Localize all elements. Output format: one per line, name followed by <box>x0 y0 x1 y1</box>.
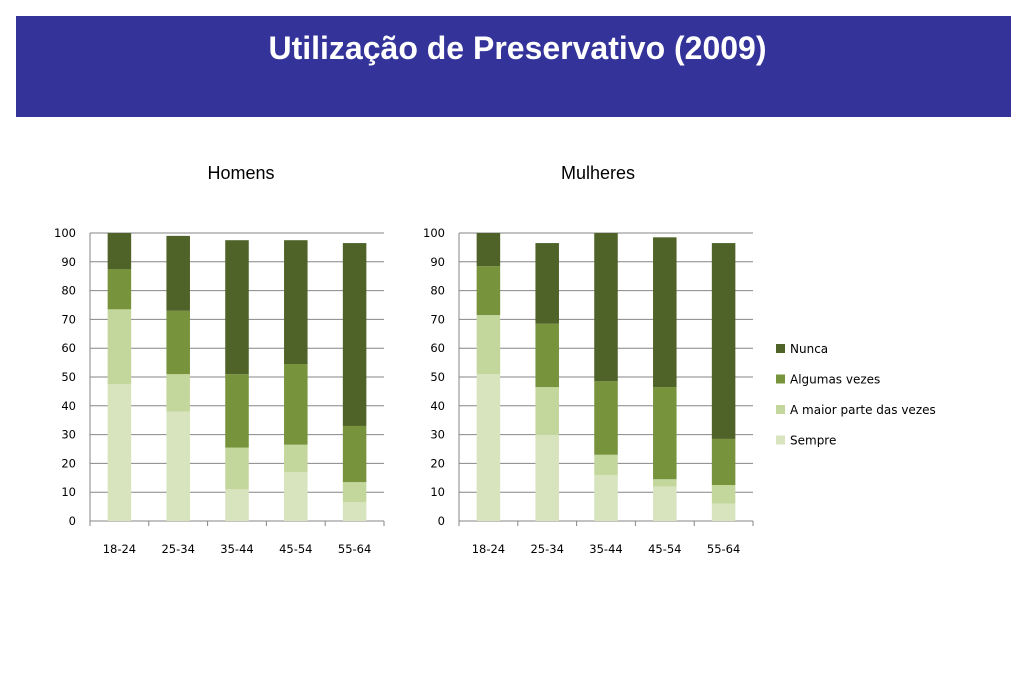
chart-title-mulheres: Mulheres <box>560 163 636 183</box>
bar-homens-18-24-a-maior-parte-das-vezes <box>107 309 132 385</box>
bar-homens-25-34-nunca <box>166 235 190 311</box>
bar-mulheres-35-44-algumas-vezes <box>594 381 618 455</box>
bar-homens-45-54-algumas-vezes <box>284 364 308 445</box>
bar-mulheres-35-44-sempre <box>594 474 618 521</box>
x-tick-label-homens-25-34: 25-34 <box>161 542 194 556</box>
bar-homens-55-64-sempre <box>342 502 367 521</box>
bar-homens-18-24-nunca <box>107 233 132 269</box>
legend-swatch-algumas-vezes <box>776 374 785 384</box>
legend-swatch-sempre <box>776 435 785 445</box>
y-tick-label-mulheres-20: 20 <box>430 456 445 470</box>
legend-label-a-maior-parte-das-vezes: A maior parte das vezes <box>790 403 936 417</box>
bar-homens-45-54-sempre <box>284 472 308 521</box>
y-tick-label-homens-40: 40 <box>61 399 76 413</box>
y-tick-label-homens-70: 70 <box>61 312 76 326</box>
legend-swatch-a-maior-parte-das-vezes <box>776 405 785 414</box>
y-tick-label-mulheres-0: 0 <box>438 514 445 528</box>
bar-homens-45-54-nunca <box>284 240 308 365</box>
bar-homens-35-44-nunca <box>225 240 249 375</box>
y-tick-label-homens-30: 30 <box>61 428 76 442</box>
slide-title: Utilização de Preservativo (2009) <box>268 30 767 66</box>
bar-mulheres-45-54-a-maior-parte-das-vezes <box>653 479 677 487</box>
x-tick-label-homens-18-24: 18-24 <box>103 542 136 556</box>
title-banner: Utilização de Preservativo (2009) <box>16 16 1011 117</box>
bar-mulheres-55-64-algumas-vezes <box>711 438 736 485</box>
y-tick-label-mulheres-60: 60 <box>430 341 445 355</box>
legend-label-algumas-vezes: Algumas vezes <box>790 373 880 387</box>
x-tick-label-homens-45-54: 45-54 <box>279 542 312 556</box>
bar-mulheres-25-34-sempre <box>535 434 559 521</box>
bar-mulheres-55-64-a-maior-parte-das-vezes <box>711 485 736 504</box>
x-tick-label-homens-35-44: 35-44 <box>220 542 253 556</box>
bar-homens-25-34-algumas-vezes <box>166 310 190 375</box>
x-tick-label-mulheres-25-34: 25-34 <box>530 542 563 556</box>
legend-label-nunca: Nunca <box>790 342 828 356</box>
y-tick-label-mulheres-10: 10 <box>430 485 445 499</box>
y-tick-label-homens-10: 10 <box>61 485 76 499</box>
bar-homens-25-34-sempre <box>166 411 190 521</box>
bar-mulheres-25-34-nunca <box>535 243 559 324</box>
bar-homens-35-44-a-maior-parte-das-vezes <box>225 447 249 490</box>
bar-mulheres-18-24-sempre <box>476 374 501 521</box>
bar-homens-18-24-sempre <box>107 384 132 521</box>
y-tick-label-mulheres-50: 50 <box>430 370 445 384</box>
y-tick-label-homens-0: 0 <box>69 514 76 528</box>
x-tick-label-mulheres-55-64: 55-64 <box>707 542 740 556</box>
bar-homens-55-64-algumas-vezes <box>342 425 367 483</box>
y-tick-label-mulheres-90: 90 <box>430 255 445 269</box>
y-tick-label-homens-100: 100 <box>54 226 76 240</box>
chart-title-homens: Homens <box>207 163 275 183</box>
bar-homens-25-34-a-maior-parte-das-vezes <box>166 374 190 412</box>
y-tick-label-mulheres-70: 70 <box>430 312 445 326</box>
x-tick-label-mulheres-18-24: 18-24 <box>472 542 505 556</box>
bar-homens-35-44-sempre <box>225 489 249 521</box>
bar-mulheres-18-24-algumas-vezes <box>476 266 501 316</box>
bar-mulheres-18-24-nunca <box>476 233 501 267</box>
bar-mulheres-45-54-nunca <box>653 237 677 388</box>
bar-mulheres-35-44-nunca <box>594 233 618 382</box>
bar-homens-55-64-nunca <box>342 243 367 426</box>
y-tick-label-homens-50: 50 <box>61 370 76 384</box>
bar-mulheres-25-34-algumas-vezes <box>535 323 559 388</box>
y-tick-label-mulheres-30: 30 <box>430 428 445 442</box>
x-tick-label-mulheres-45-54: 45-54 <box>648 542 681 556</box>
bar-mulheres-35-44-a-maior-parte-das-vezes <box>594 454 618 475</box>
x-tick-label-mulheres-35-44: 35-44 <box>589 542 622 556</box>
y-tick-label-mulheres-80: 80 <box>430 284 445 298</box>
bar-homens-55-64-a-maior-parte-das-vezes <box>342 482 367 503</box>
y-tick-label-mulheres-100: 100 <box>423 226 445 240</box>
bar-homens-35-44-algumas-vezes <box>225 374 249 448</box>
bar-mulheres-25-34-a-maior-parte-das-vezes <box>535 387 559 435</box>
y-tick-label-mulheres-40: 40 <box>430 399 445 413</box>
y-tick-label-homens-20: 20 <box>61 456 76 470</box>
bar-mulheres-18-24-a-maior-parte-das-vezes <box>476 315 501 375</box>
bar-homens-45-54-a-maior-parte-das-vezes <box>284 444 308 473</box>
bar-mulheres-55-64-nunca <box>711 243 736 439</box>
bar-mulheres-45-54-sempre <box>653 486 677 521</box>
y-tick-label-homens-80: 80 <box>61 284 76 298</box>
y-tick-label-homens-60: 60 <box>61 341 76 355</box>
bar-mulheres-45-54-algumas-vezes <box>653 387 677 480</box>
legend-swatch-nunca <box>776 344 785 353</box>
x-tick-label-homens-55-64: 55-64 <box>338 542 371 556</box>
bar-mulheres-55-64-sempre <box>711 503 736 521</box>
legend-label-sempre: Sempre <box>790 434 836 448</box>
bar-homens-18-24-algumas-vezes <box>107 269 132 310</box>
y-tick-label-homens-90: 90 <box>61 255 76 269</box>
